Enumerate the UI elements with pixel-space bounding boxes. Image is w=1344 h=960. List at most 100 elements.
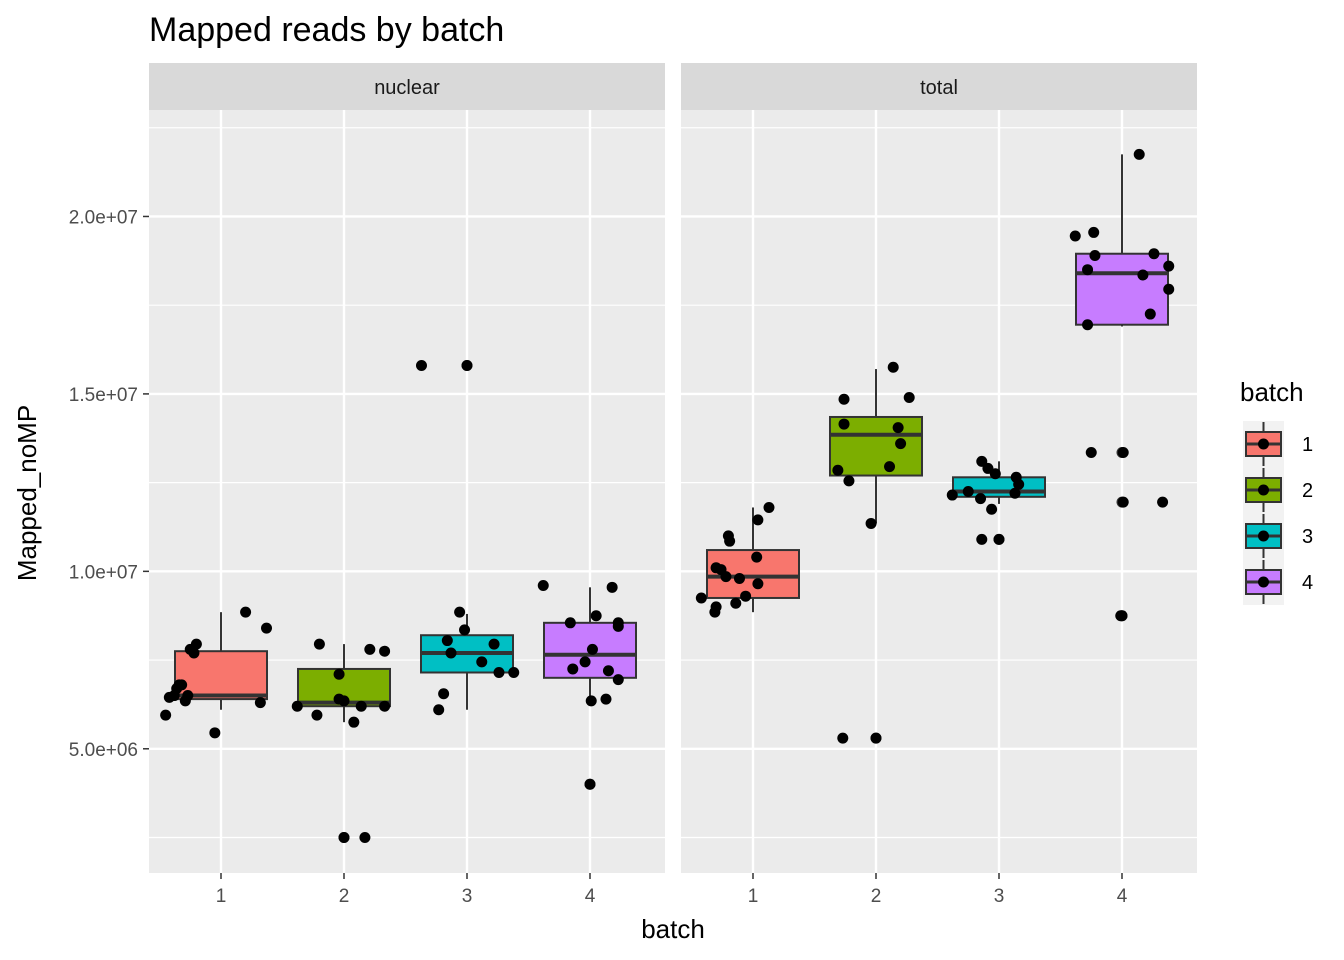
data-point — [962, 486, 974, 497]
x-tick-label: 3 — [462, 886, 473, 907]
facet-strip-label-total: total — [920, 77, 958, 99]
data-point — [1137, 269, 1149, 281]
data-point — [1163, 283, 1175, 295]
facet-strip-nuclear — [149, 63, 665, 110]
data-point — [415, 360, 427, 372]
x-tick-label: 1 — [216, 886, 227, 907]
x-tick-label: 2 — [871, 886, 882, 907]
data-point — [1148, 248, 1160, 260]
data-point — [1133, 148, 1145, 160]
legend-item-4: 4 — [1243, 559, 1313, 605]
data-point — [1088, 226, 1100, 238]
data-point — [586, 643, 598, 655]
data-point — [612, 617, 624, 629]
data-point — [720, 571, 732, 583]
data-point — [338, 695, 350, 707]
data-point — [892, 422, 904, 434]
data-point — [585, 695, 597, 707]
data-point — [438, 688, 450, 700]
data-point — [993, 533, 1005, 545]
chart-title: Mapped reads by batch — [149, 11, 504, 49]
data-point — [903, 391, 915, 403]
data-point — [176, 679, 188, 691]
data-point — [433, 704, 445, 716]
y-tick-label: 1.0e+07 — [69, 562, 138, 583]
data-point — [364, 643, 376, 655]
data-point — [838, 418, 850, 430]
data-point — [182, 690, 194, 702]
box-nuclear-4 — [543, 621, 637, 679]
data-point — [843, 475, 855, 487]
data-point — [355, 700, 367, 712]
data-point — [838, 393, 850, 405]
data-point — [454, 606, 466, 618]
data-point — [832, 464, 844, 476]
data-point — [870, 732, 882, 744]
legend-key-point — [1258, 484, 1269, 496]
data-point — [254, 697, 266, 709]
data-point — [975, 493, 987, 505]
data-point — [751, 551, 763, 563]
x-tick-label: 2 — [339, 886, 350, 907]
y-tick-label: 2.0e+07 — [69, 207, 138, 228]
plot-layer: nuclear 1 2 3 4 total 1 2 3 4 5.0e+06 1.0e+07 1.5e+0… — [69, 63, 1313, 907]
data-point — [579, 656, 591, 668]
data-point — [730, 597, 742, 609]
data-point — [311, 709, 323, 721]
data-point — [590, 610, 602, 622]
data-point — [459, 624, 471, 636]
data-point — [887, 361, 899, 373]
legend-label-2: 2 — [1302, 480, 1313, 502]
y-tick-label: 1.5e+07 — [69, 385, 138, 406]
data-point — [1089, 250, 1101, 262]
data-point — [488, 638, 500, 650]
data-point — [752, 578, 764, 590]
data-point — [291, 700, 303, 712]
data-point — [461, 360, 473, 372]
facet-strip-total — [681, 63, 1197, 110]
data-point — [476, 656, 488, 668]
legend-label-4: 4 — [1302, 572, 1313, 594]
data-point — [986, 503, 998, 515]
x-axis-title: batch — [641, 914, 705, 944]
legend-label-1: 1 — [1302, 434, 1313, 456]
data-point — [348, 716, 360, 728]
data-point — [895, 438, 907, 450]
panel-background-nuclear — [149, 110, 665, 873]
data-point — [1117, 446, 1129, 458]
data-point — [160, 709, 172, 721]
panel-background-total — [681, 110, 1197, 873]
legend-item-3: 3 — [1243, 513, 1313, 559]
legend-title: batch — [1240, 377, 1304, 407]
data-point — [493, 666, 505, 678]
data-point — [441, 635, 453, 647]
data-point — [240, 606, 252, 618]
data-point — [338, 832, 350, 844]
data-point — [359, 832, 371, 844]
data-point — [946, 489, 958, 501]
legend-key-point — [1258, 576, 1269, 588]
x-tick-label: 1 — [748, 886, 759, 907]
legend-item-2: 2 — [1243, 467, 1313, 513]
x-tick-label: 4 — [585, 886, 596, 907]
legend-key-point — [1258, 530, 1269, 542]
data-point — [508, 666, 520, 678]
data-point — [537, 580, 549, 592]
data-point — [190, 638, 202, 650]
data-point — [379, 700, 391, 712]
data-point — [837, 732, 849, 744]
data-point — [313, 638, 325, 650]
data-point — [1013, 478, 1025, 490]
data-point — [379, 645, 391, 657]
data-point — [1157, 496, 1169, 508]
x-tick-label: 3 — [994, 886, 1005, 907]
data-point — [976, 533, 988, 545]
data-point — [1082, 319, 1094, 331]
data-point — [710, 601, 722, 613]
data-point — [261, 622, 273, 634]
data-point — [763, 501, 775, 513]
data-point — [567, 663, 579, 675]
data-point — [1085, 446, 1097, 458]
